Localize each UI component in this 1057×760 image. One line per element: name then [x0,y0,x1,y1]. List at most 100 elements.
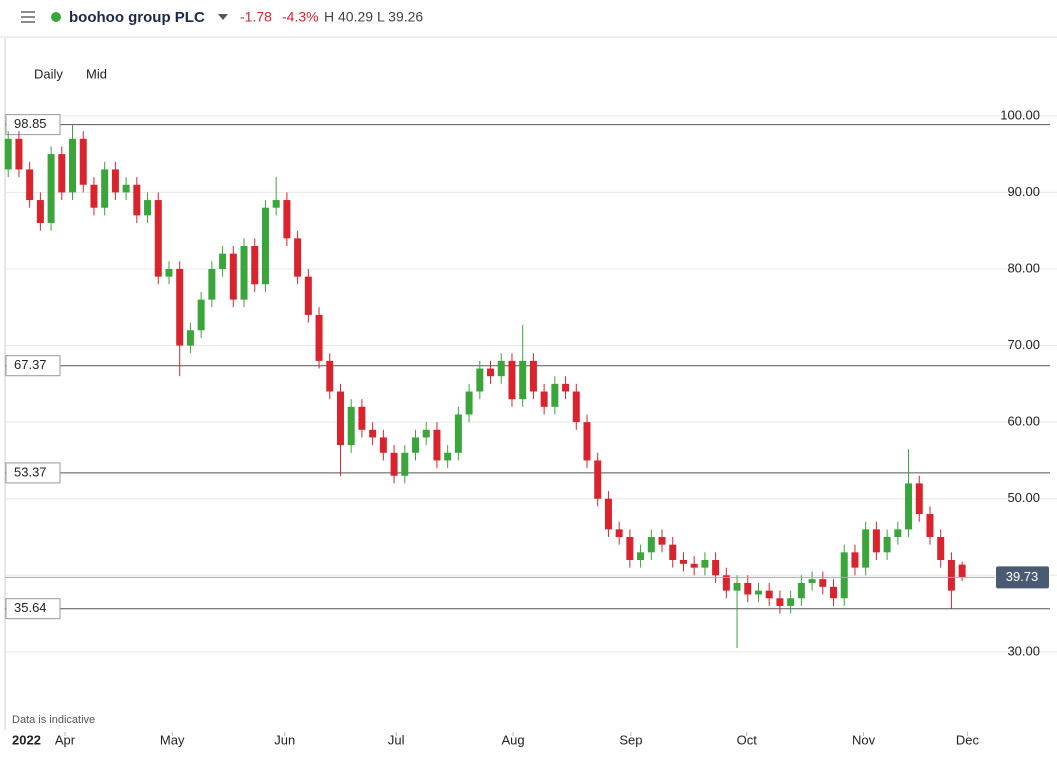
candle-body [208,268,216,300]
candle-body [272,200,280,208]
price-level-label: 67.37 [14,357,47,372]
year-label: 2022 [12,732,41,747]
x-tick-label: Aug [501,732,524,747]
candle-body [508,360,516,400]
candle-body [883,537,891,553]
candle-body [615,529,623,538]
candle-body [744,582,752,595]
footnote: Data is indicative [12,714,95,726]
x-tick-label: Oct [737,732,758,747]
day-high: H 40.29 [324,9,373,25]
candle-body [626,537,634,560]
candle-body [251,246,259,285]
candle-body [637,552,645,560]
price-level-label: 53.37 [14,464,47,479]
candle-body [830,586,838,599]
last-price-label: 39.73 [1006,569,1039,584]
plot: 30.0040.0050.0060.0070.0080.0090.00100.0… [4,107,1057,747]
x-tick-label: May [160,732,185,747]
candle-body [15,138,23,170]
candle-body [36,200,44,224]
price-level-box [5,355,61,377]
y-tick-label: 100.00 [1000,107,1040,122]
candle-body [283,200,291,239]
candle-body [186,330,194,346]
price-level-label: 35.64 [14,600,47,615]
candle-body [326,360,334,392]
candle-body [176,268,184,346]
dropdown-caret[interactable] [218,14,228,20]
candle-body [529,360,537,392]
x-tick-label: Jun [274,732,295,747]
candle-body [690,563,698,568]
candle-body [905,483,913,530]
candle-body [797,582,805,599]
y-tick-label: 90.00 [1007,184,1040,199]
candle-body [840,552,848,599]
x-tick-label: Nov [852,732,876,747]
y-tick-label: 30.00 [1007,643,1040,658]
candle-body [58,154,66,193]
candle-body [862,529,870,568]
candle-body [401,452,409,476]
price-level-box [5,462,61,484]
interval-option[interactable]: Daily [34,66,63,81]
candle-body [133,184,141,216]
instrument-name[interactable]: boohoo group PLC [69,9,205,26]
candle-body [465,391,473,415]
price-option[interactable]: Mid [86,66,107,81]
candle-body [101,169,109,208]
candle-body [572,391,580,423]
candle-body [165,268,173,277]
change: -1.78 [240,9,272,25]
candle-body [808,579,816,583]
candle-body [412,437,420,453]
candle-body [47,154,55,224]
candle-body [519,360,527,400]
candle-body [679,559,687,564]
candle-body [658,537,666,545]
y-tick-label: 70.00 [1007,337,1040,352]
candle-body [787,598,795,606]
candle-body [669,544,677,560]
candle-body [947,559,955,591]
candle-body [894,529,902,538]
candle-body [240,246,248,300]
candle-body [79,138,87,185]
candle-body [765,590,773,599]
candle-body [379,437,387,453]
candle-body [294,238,302,277]
candle-body [454,414,462,453]
y-tick-label: 80.00 [1007,260,1040,275]
candle-body [776,598,784,606]
menu-icon[interactable] [21,11,35,23]
candle-body [154,200,162,277]
candle-body [229,253,237,300]
candle-body [336,391,344,446]
candle-body [647,537,655,553]
candle-body [444,452,452,461]
candle-body [540,391,548,407]
candle-body [594,460,602,499]
candle-body [915,483,923,515]
candle-body [604,498,612,530]
candle-body [315,314,323,361]
y-tick-label: 50.00 [1007,490,1040,505]
candle-body [69,138,77,193]
candle-body [551,383,559,407]
x-tick-label: Apr [55,732,76,747]
candle-body [872,529,880,553]
candle-body [358,406,366,430]
candle-body [4,138,12,170]
x-tick-label: Sep [619,732,642,747]
candle-body [111,169,119,193]
candle-body [26,169,34,201]
candle-body [583,422,591,461]
day-low: L 39.26 [377,9,423,25]
candle-body [701,559,709,568]
x-tick-label: Jul [388,732,405,747]
candle-body [144,200,152,216]
candle-body [562,383,570,392]
